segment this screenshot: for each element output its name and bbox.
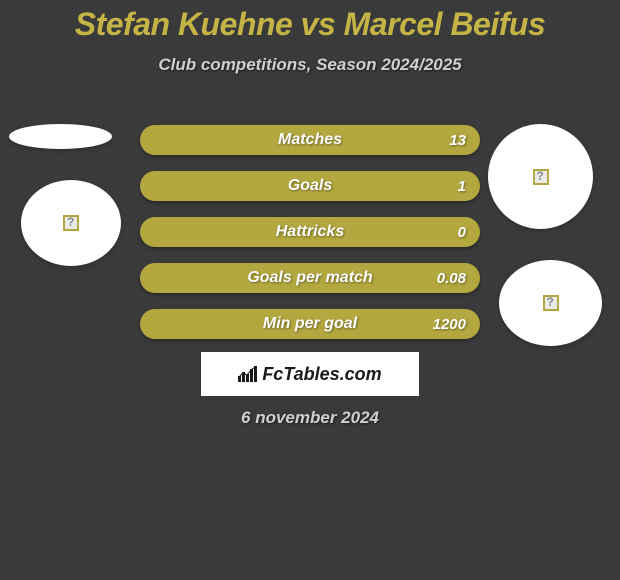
stat-value: 13 — [449, 132, 466, 149]
logo-bar: FcTables.com — [201, 352, 419, 396]
stat-bar-matches: Matches 13 — [140, 125, 480, 155]
decoration-circle-left — [21, 180, 121, 266]
decoration-circle-bottom-right — [499, 260, 602, 346]
stat-label: Matches — [278, 131, 342, 149]
stats-container: Matches 13 Goals 1 Hattricks 0 Goals per… — [140, 125, 480, 355]
stat-bar-goals: Goals 1 — [140, 171, 480, 201]
placeholder-icon — [63, 215, 79, 231]
date-text: 6 november 2024 — [0, 408, 620, 428]
stat-label: Goals per match — [247, 269, 372, 287]
bar-chart-icon — [238, 366, 258, 382]
stat-bar-hattricks: Hattricks 0 — [140, 217, 480, 247]
logo-text: FcTables.com — [262, 364, 381, 385]
placeholder-icon — [543, 295, 559, 311]
stat-label: Min per goal — [263, 315, 357, 333]
stat-value: 1 — [458, 178, 466, 195]
stat-value: 0.08 — [437, 270, 466, 287]
logo: FcTables.com — [238, 364, 381, 385]
stat-value: 0 — [458, 224, 466, 241]
decoration-circle-top-right — [488, 124, 593, 229]
placeholder-icon — [533, 169, 549, 185]
stat-label: Hattricks — [276, 223, 344, 241]
stat-bar-min-per-goal: Min per goal 1200 — [140, 309, 480, 339]
subtitle: Club competitions, Season 2024/2025 — [0, 55, 620, 75]
stat-label: Goals — [288, 177, 332, 195]
page-title: Stefan Kuehne vs Marcel Beifus — [0, 0, 620, 43]
stat-bar-goals-per-match: Goals per match 0.08 — [140, 263, 480, 293]
decoration-ellipse-top-left — [9, 124, 112, 149]
stat-value: 1200 — [433, 316, 466, 333]
